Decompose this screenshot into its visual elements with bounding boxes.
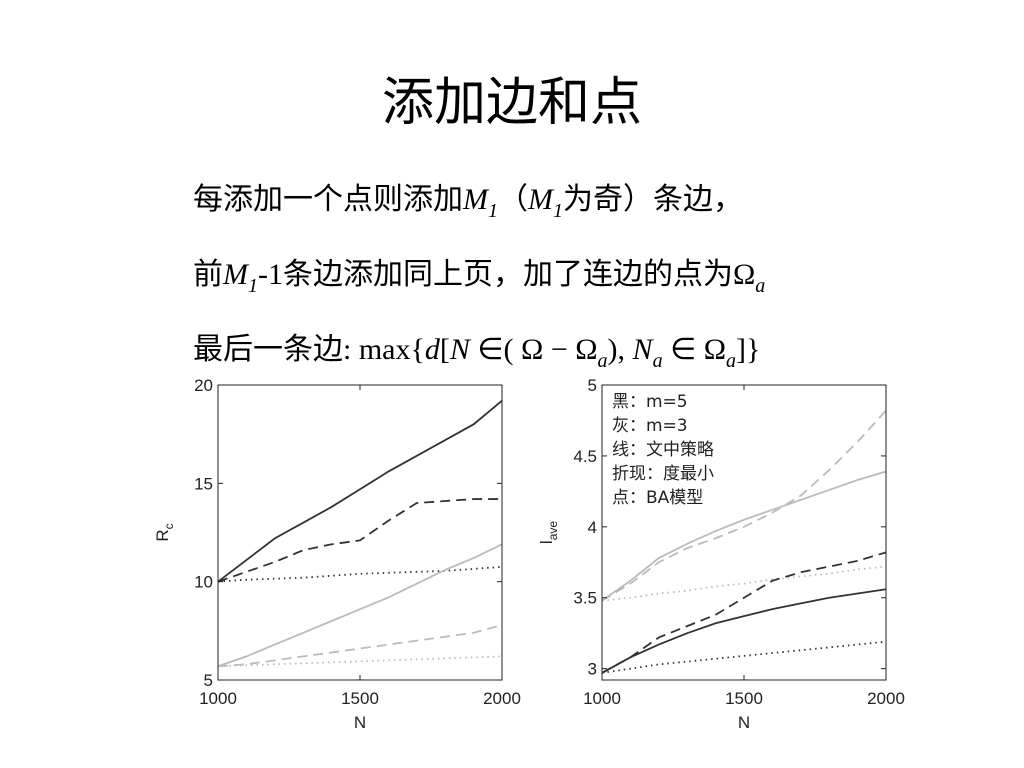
y-tick-label: 3 [588,660,597,679]
text-run: 1 [488,200,498,222]
text-line: 最后一条边: max{d[N ∈( Ω − Ωa), Na ∈ Ωa]} [193,318,765,393]
text-run: ), [607,333,633,366]
text-run: M [223,258,248,291]
series-line [217,400,503,583]
text-run: M [528,183,553,216]
text-run: N [449,333,470,366]
y-axis-label: lave [537,521,560,544]
text-run: a [755,275,766,297]
text-run: （ [498,183,528,216]
x-tick-label: 1500 [341,689,379,708]
series-line [601,588,887,674]
series-line [217,498,502,583]
text-line: 每添加一个点则添加M1（M1为奇）条边， [193,168,765,243]
series-line [217,566,503,583]
series-line [601,640,887,674]
y-tick-label: 4 [588,518,597,537]
text-run: ∈ Ω [662,333,726,366]
series-line [601,551,887,674]
text-run: a [652,350,663,372]
series-line [217,655,503,668]
x-tick-label: 1000 [583,689,621,708]
y-tick-label: 5 [204,671,213,690]
y-tick-label: 10 [194,573,213,592]
slide-title: 添加边和点 [381,75,642,132]
text-run: -1条边添加同上页，加了连边的点为Ω [258,258,756,291]
x-tick-label: 1500 [725,689,763,708]
text-run: 1 [248,275,258,297]
y-axis-label-sub: ave [546,521,560,541]
y-tick-label: 4.5 [573,447,597,466]
text-run: 每添加一个点则添加 [193,183,463,216]
y-axis-label-main: l [537,540,556,544]
text-run: d [424,333,440,366]
x-tick-label: 2000 [483,689,521,708]
annotation: 灰：m=3 [612,416,688,436]
text-run: 前 [193,258,223,291]
text-run: 为奇）条边， [563,183,743,216]
text-run: 最后一条边: max{ [193,333,425,366]
y-tick-label: 5 [588,376,597,395]
text-run: a [597,350,608,372]
series-line [217,624,503,668]
axes-box [217,384,503,681]
x-axis-label: N [738,713,750,732]
x-tick-label: 1000 [199,689,237,708]
text-run: [ [439,333,450,366]
series-line [601,409,887,602]
x-axis-label: N [354,713,366,732]
series-line [217,543,503,668]
text-run: N [632,333,653,366]
x-tick-label: 2000 [867,689,905,708]
annotation: 点：BA模型 [612,488,703,508]
text-run: a [726,350,736,372]
text-line: 前M1-1条边添加同上页，加了连边的点为Ωa [193,243,765,318]
y-tick-label: 20 [194,376,213,395]
text-run: ∈( Ω − Ω [469,333,598,366]
annotation: 折现：度最小 [612,464,714,484]
y-axis-label: Rc [153,523,176,541]
series-line [601,565,887,602]
y-axis-label-sub: c [162,523,176,529]
text-run: M [463,183,488,216]
text-run: ]} [736,333,761,366]
y-tick-label: 15 [194,474,213,493]
y-tick-label: 3.5 [573,589,597,608]
text-run: 1 [553,200,563,222]
annotation: 线：文中策略 [612,440,714,460]
y-axis-label-main: R [153,529,172,541]
annotation: 黑：m=5 [612,392,688,412]
series-line [601,470,887,602]
slide-body: 每添加一个点则添加M1（M1为奇）条边， 前M1-1条边添加同上页，加了连边的点为… [193,168,765,393]
